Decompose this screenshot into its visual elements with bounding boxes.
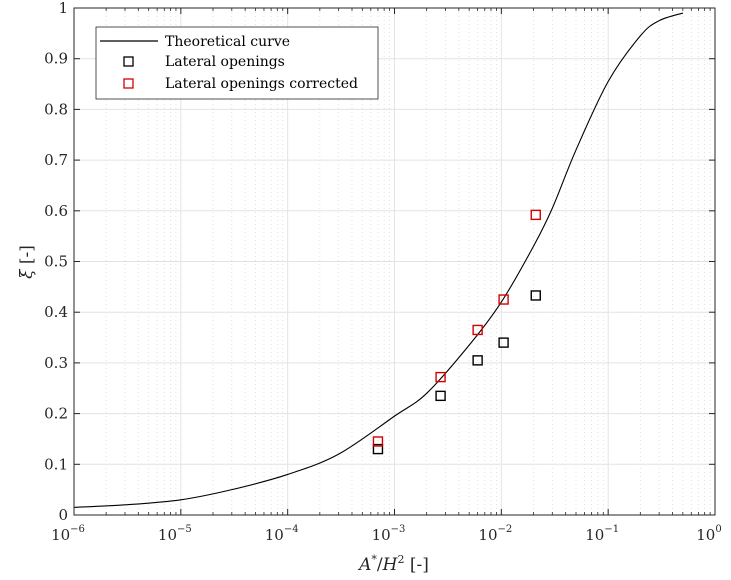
x-tick-label-base: 10 — [696, 526, 715, 544]
x-tick-label: 10−1 — [585, 524, 619, 544]
x-tick-label-base: 10 — [51, 526, 70, 544]
x-tick-label-base: 10 — [585, 526, 604, 544]
x-tick-label: 10−3 — [372, 524, 406, 544]
data-point-lateral-openings — [530, 290, 541, 301]
y-tick-label: 0.4 — [44, 303, 68, 321]
x-axis-label-den: H — [382, 555, 399, 575]
x-axis-label-base-sup: * — [371, 553, 377, 566]
legend-label-lateral-openings: Lateral openings — [165, 54, 285, 70]
y-tick-label: 0.6 — [44, 202, 68, 220]
x-tick-label-exponent: −4 — [284, 524, 299, 535]
data-point-lateral-openings — [472, 355, 483, 366]
y-tick-label: 0.9 — [44, 50, 68, 68]
x-tick-label: 10−6 — [51, 524, 85, 544]
x-tick-label-exponent: −6 — [70, 524, 85, 535]
data-point-lateral-openings-corrected — [435, 371, 446, 383]
x-tick-label-base: 10 — [478, 526, 497, 544]
series-line-theoretical-curve — [73, 12, 684, 508]
y-tick-label: 0.2 — [44, 405, 68, 423]
legend-box — [95, 26, 379, 100]
y-tick-label: 0.3 — [44, 354, 68, 372]
x-tick-label-exponent: −5 — [177, 524, 192, 535]
x-tick-label: 10−5 — [158, 524, 192, 544]
y-tick-label: 0.8 — [44, 100, 68, 118]
x-tick-label-exponent: −2 — [498, 524, 513, 535]
data-point-lateral-openings-corrected — [498, 294, 509, 305]
y-tick-label: 0.5 — [44, 253, 68, 271]
legend: Theoretical curve Lateral openings Later… — [95, 26, 379, 100]
x-tick-label: 10−4 — [265, 524, 299, 544]
tick-labels: 10−6 10−5 10−4 10−3 10−2 10−1 10000.10.20.30.4… — [44, 0, 722, 544]
x-tick-label-base: 10 — [158, 526, 177, 544]
y-axis-label-unit: [-] — [17, 245, 37, 269]
data-point-lateral-openings-corrected — [530, 209, 541, 221]
legend-label-theoretical-curve: Theoretical curve — [165, 34, 290, 50]
y-tick-label: 1 — [58, 0, 68, 17]
series-layer — [73, 12, 684, 508]
y-axis-label: ξ [-] — [17, 245, 37, 279]
legend-marker-lateral-openings — [123, 56, 134, 67]
x-axis-label: A*/H2 [-] — [357, 553, 429, 575]
x-tick-label-exponent: −3 — [391, 524, 406, 535]
axis-ticks — [73, 7, 716, 516]
x-axis-label-den-sup: 2 — [397, 553, 404, 566]
data-point-lateral-openings-corrected — [472, 324, 483, 336]
x-axis-label-slash: / — [377, 555, 383, 575]
x-tick-label-exponent: 0 — [715, 524, 721, 535]
y-tick-label: 0.1 — [44, 455, 68, 473]
x-tick-label-exponent: −1 — [604, 524, 619, 535]
data-point-lateral-openings — [372, 443, 384, 455]
y-tick-label: 0.7 — [44, 151, 68, 169]
x-tick-label: 100 — [696, 524, 721, 544]
y-axis-label-symbol: ξ — [17, 268, 37, 279]
data-point-lateral-openings — [498, 337, 509, 348]
data-point-lateral-openings — [435, 390, 446, 402]
x-tick-label: 10−2 — [478, 524, 512, 544]
x-tick-label-base: 10 — [265, 526, 284, 544]
legend-marker-lateral-openings-corrected — [123, 78, 134, 89]
legend-label-lateral-openings-corrected: Lateral openings corrected — [165, 76, 358, 92]
x-tick-label-base: 10 — [372, 526, 391, 544]
x-axis-label-base: A — [357, 555, 371, 575]
x-axis-label-unit: [-] — [404, 555, 428, 575]
data-point-lateral-openings-corrected — [372, 436, 384, 447]
y-tick-label: 0 — [58, 506, 68, 524]
